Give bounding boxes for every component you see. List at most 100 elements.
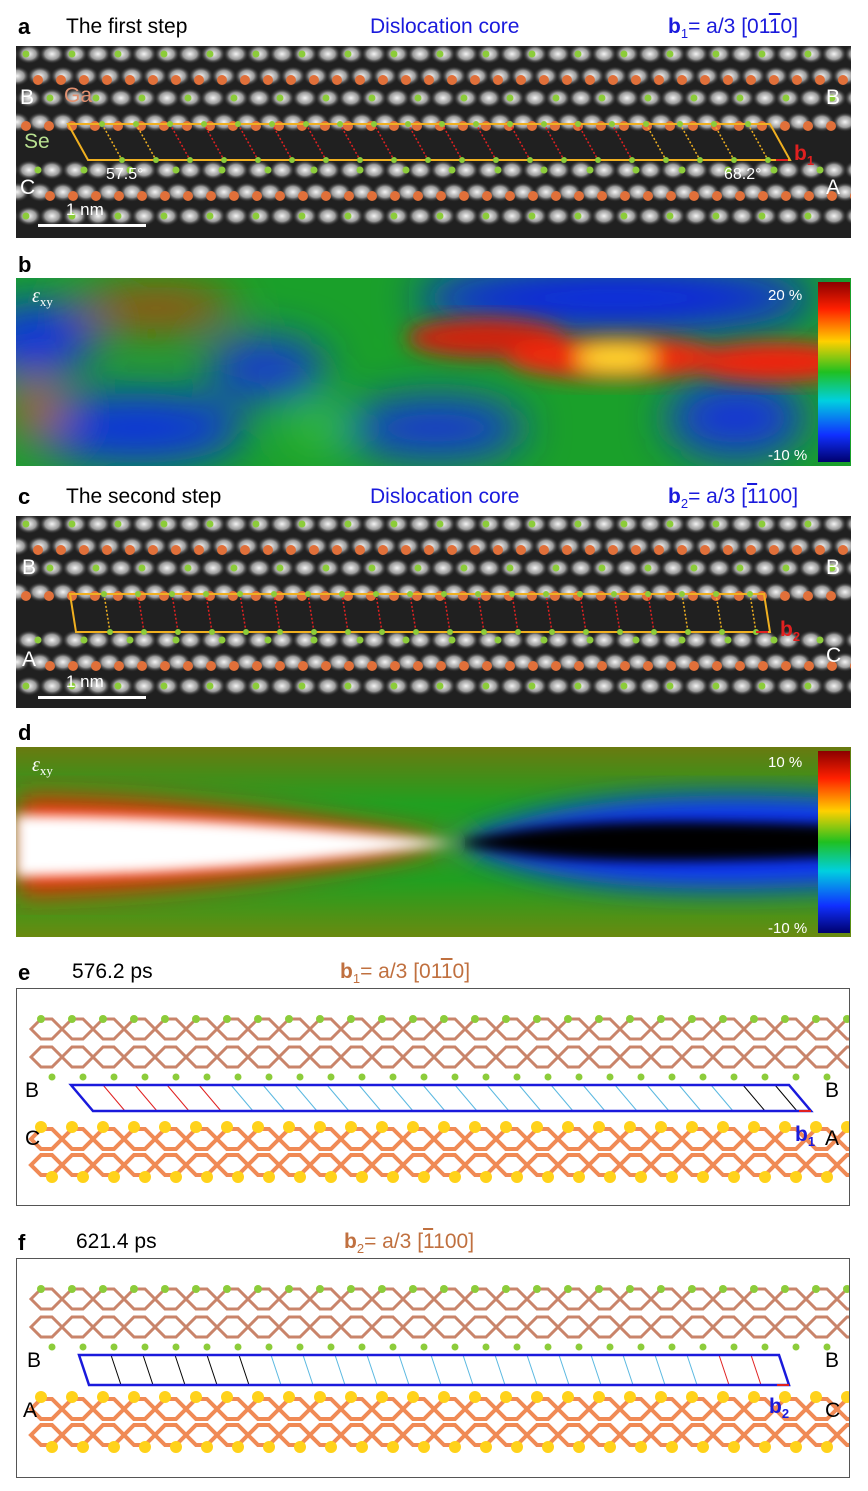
ga-atom [493, 545, 503, 555]
ga-atom [838, 545, 848, 555]
interlayer-bond [375, 593, 383, 633]
ga-atom [113, 121, 123, 131]
hex-ring [307, 1397, 344, 1421]
hex-ring [617, 1153, 654, 1177]
tem-blob [177, 516, 203, 534]
se-atom [626, 1015, 634, 1023]
ga-atom [792, 75, 802, 85]
tem-blob [200, 88, 226, 108]
se-atom [192, 1285, 200, 1293]
tem-blob [453, 676, 479, 696]
se-atom [311, 629, 317, 635]
tem-blob [614, 88, 640, 108]
ga-atom [677, 545, 687, 555]
tem-blob [177, 46, 203, 64]
ga-atom [712, 191, 722, 201]
se-atom [110, 1343, 118, 1351]
bottom-atom [283, 1391, 295, 1403]
hex-ring [338, 1315, 375, 1339]
se-atom [843, 1015, 849, 1023]
panel-c-stack-right-bottom: C [826, 644, 842, 667]
se-atom [626, 1285, 634, 1293]
ga-atom [160, 661, 170, 671]
hex-ring [152, 1017, 189, 1041]
hex-ring [90, 1397, 127, 1421]
hex-ring [121, 1045, 158, 1069]
se-atom [436, 212, 444, 220]
tem-blob [223, 160, 249, 180]
interlayer-bond [238, 1354, 250, 1386]
se-atom [218, 636, 226, 644]
se-atom [167, 121, 173, 127]
tem-blob [361, 46, 387, 64]
hex-ring [214, 1315, 251, 1339]
hex-ring [586, 1397, 623, 1421]
ga-atom [389, 591, 399, 601]
ga-atom [424, 545, 434, 555]
ga-atom [378, 75, 388, 85]
se-atom [459, 157, 465, 163]
ga-atom [539, 545, 549, 555]
ga-atom [148, 545, 158, 555]
se-atom [99, 1285, 107, 1293]
se-atom [609, 121, 615, 127]
bottom-atom [294, 1441, 306, 1453]
panel-f-stack-right-bottom: C [825, 1399, 841, 1422]
bottom-atom [511, 1441, 523, 1453]
ga-atom [620, 191, 630, 201]
hex-ring [555, 1423, 592, 1447]
hex-ring [307, 1017, 344, 1041]
interlayer-bond [686, 1354, 698, 1386]
panel-a-stack-right-bottom: A [826, 176, 841, 199]
ga-atom [826, 121, 836, 131]
hex-ring [245, 1423, 282, 1447]
ga-atom [182, 121, 192, 131]
tem-blob [315, 630, 341, 650]
se-atom [812, 1285, 820, 1293]
se-atom [502, 1015, 510, 1023]
interlayer-bond [550, 1084, 574, 1112]
se-atom [482, 212, 490, 220]
hex-ring [214, 1397, 251, 1421]
tem-blob [637, 160, 663, 180]
se-atom [781, 1285, 789, 1293]
interlayer-bond [169, 123, 191, 161]
se-atom [460, 564, 468, 572]
interlayer-bond [270, 1354, 282, 1386]
se-atom [296, 1343, 304, 1351]
interlayer-bond [373, 123, 395, 161]
ga-atom [689, 191, 699, 201]
ga-atom [90, 591, 100, 601]
interlayer-bond [545, 593, 553, 633]
se-atom [368, 564, 376, 572]
ga-atom [240, 75, 250, 85]
se-atom [606, 1073, 614, 1081]
tem-blob [131, 46, 157, 64]
panel-a-stack-right-top: B [826, 86, 841, 109]
se-atom [48, 1073, 56, 1081]
se-atom [203, 1343, 211, 1351]
hex-ring [772, 1045, 809, 1069]
se-atom [598, 94, 606, 102]
se-atom [758, 682, 766, 690]
se-atom [666, 520, 674, 528]
bottom-atom [438, 1121, 450, 1133]
interlayer-bond [239, 593, 247, 633]
se-atom [414, 94, 422, 102]
se-atom [390, 50, 398, 58]
hex-ring [276, 1127, 313, 1151]
hex-ring [524, 1153, 561, 1177]
bottom-atom [531, 1391, 543, 1403]
bottom-atom [46, 1441, 58, 1453]
se-atom [644, 564, 652, 572]
se-atom [816, 636, 824, 644]
se-atom [234, 1343, 242, 1351]
hex-ring [59, 1045, 96, 1069]
hex-ring [338, 1045, 375, 1069]
se-atom [169, 591, 175, 597]
se-atom [736, 94, 744, 102]
ga-atom [780, 121, 790, 131]
tem-blob [200, 630, 226, 650]
se-atom [22, 520, 30, 528]
tem-blob [430, 630, 456, 650]
